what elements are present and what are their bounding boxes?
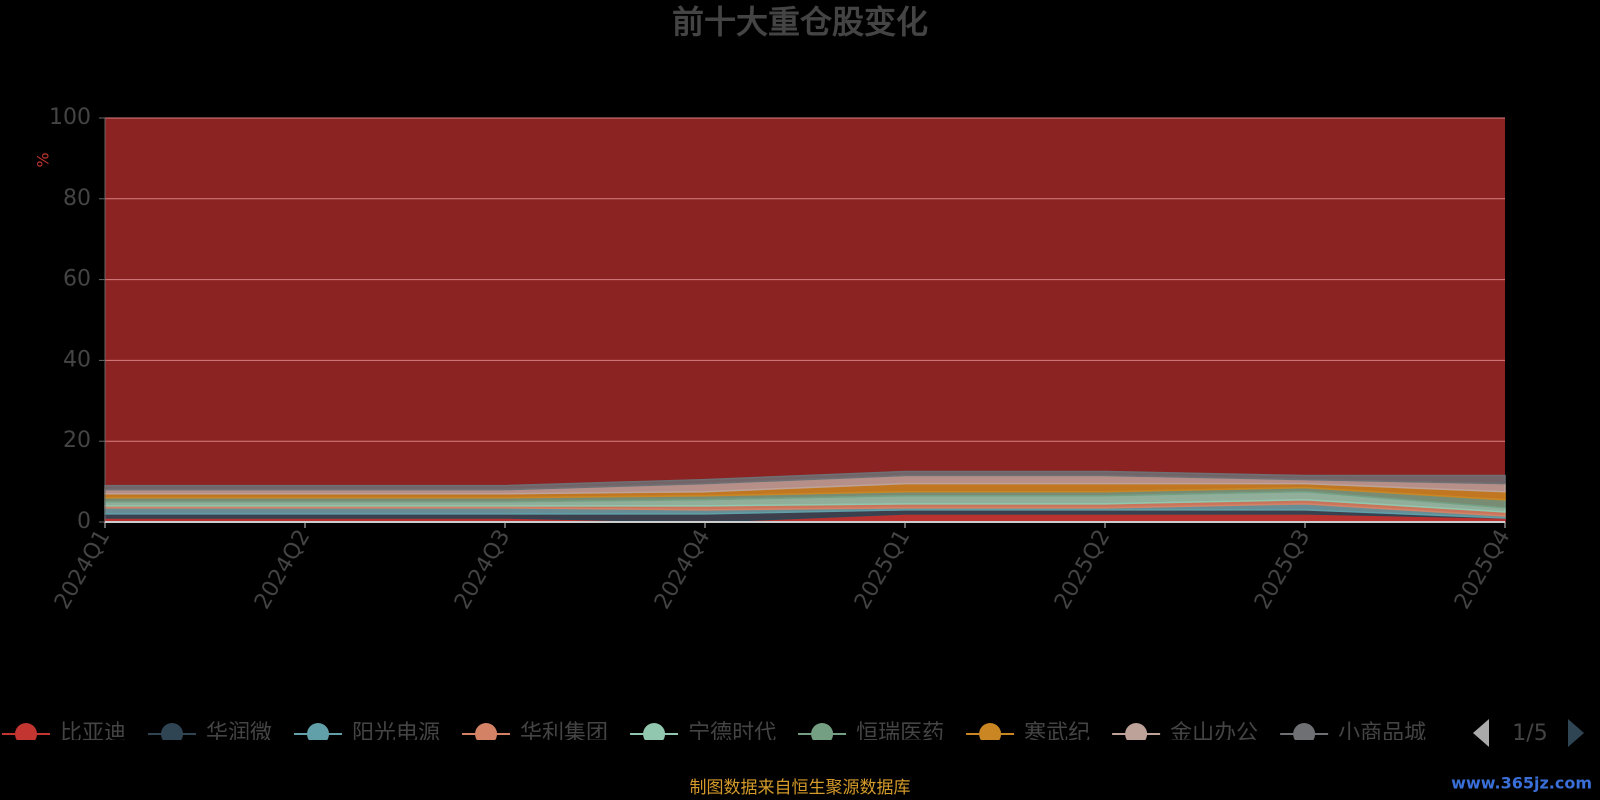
legend-marker	[643, 723, 666, 740]
y-tick-label: 100	[49, 105, 91, 130]
legend-marker	[161, 723, 184, 740]
legend-marker	[307, 723, 330, 740]
x-tick-label: 2025Q4	[1450, 526, 1515, 614]
y-axis-label: %	[34, 152, 53, 167]
x-tick-label: 2024Q3	[450, 526, 515, 614]
y-tick-label: 60	[63, 267, 91, 292]
legend-marker	[1125, 723, 1148, 740]
x-tick-label: 2025Q1	[850, 526, 915, 614]
plot-background	[105, 118, 1505, 522]
x-tick-label: 2024Q1	[50, 526, 115, 614]
y-tick-label: 20	[63, 428, 91, 453]
legend-marker	[979, 723, 1002, 740]
source-note: 制图数据来自恒生聚源数据库	[690, 778, 911, 798]
legend-marker	[475, 723, 498, 740]
legend-marker	[15, 723, 37, 740]
legend-marker	[811, 723, 834, 740]
legend-label: 金山办公	[1170, 721, 1258, 746]
chart-title: 前十大重仓股变化	[672, 3, 928, 41]
legend-page: 1/5	[1512, 721, 1547, 746]
x-tick-label: 2025Q3	[1250, 526, 1315, 614]
legend-label: 华润微	[206, 721, 272, 746]
legend-label: 寒武纪	[1024, 721, 1090, 746]
legend-marker	[1293, 723, 1316, 740]
watermark: www.365jz.com	[1451, 774, 1592, 793]
legend: 比亚迪 华润微 阳光电源 华利集团 宁德时代 恒瑞医药 寒武纪 金山办公 小商品城	[2, 721, 1426, 746]
legend-next[interactable]	[1568, 719, 1584, 747]
legend-label: 宁德时代	[688, 721, 776, 746]
area	[104, 470, 1506, 491]
legend-prev[interactable]	[1473, 719, 1489, 747]
legend-label: 阳光电源	[352, 721, 440, 746]
legend-label: 恒瑞医药	[856, 721, 944, 746]
y-tick-label: 0	[77, 509, 91, 534]
x-tick-label: 2024Q4	[650, 526, 715, 614]
legend-label: 小商品城	[1338, 721, 1426, 746]
x-tick-label: 2025Q2	[1050, 526, 1115, 614]
legend-label: 比亚迪	[60, 721, 126, 746]
y-tick-label: 80	[63, 186, 91, 211]
y-tick-label: 40	[63, 347, 91, 372]
legend-label: 华利集团	[520, 721, 608, 746]
x-tick-label: 2024Q2	[250, 526, 315, 614]
